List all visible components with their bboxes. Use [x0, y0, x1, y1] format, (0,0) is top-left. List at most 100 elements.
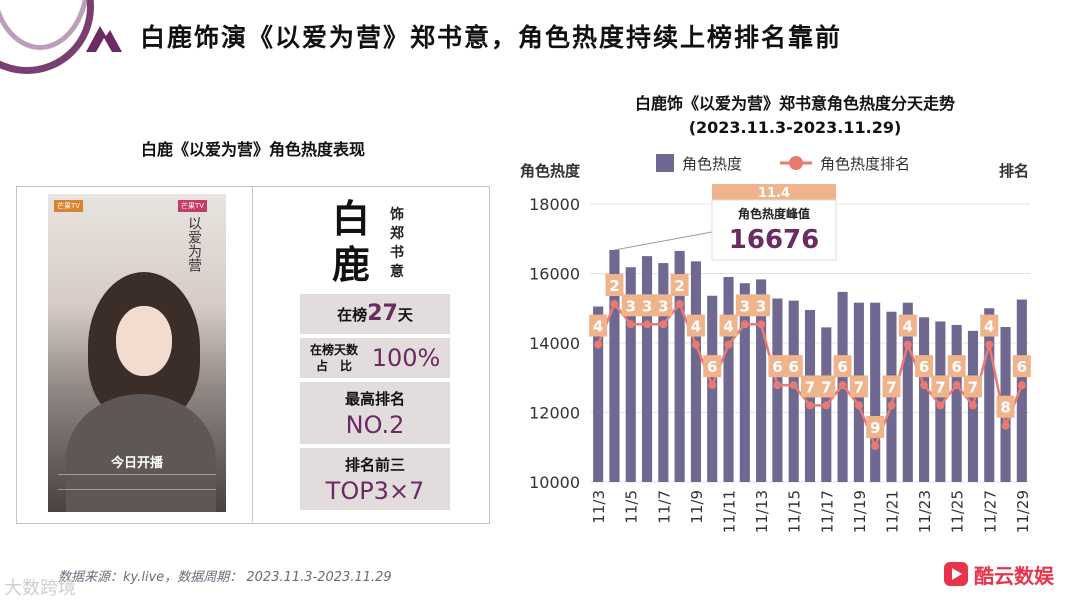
- best-rank-box: 最高排名 NO.2: [300, 382, 450, 444]
- brand-name: 酷云数娱: [974, 564, 1054, 588]
- rank-point: [691, 340, 700, 349]
- bar: [658, 263, 669, 482]
- chart-subtitle: (2023.11.3-2023.11.29): [688, 118, 902, 137]
- bar: [593, 306, 604, 482]
- y-tick-label: 14000: [529, 334, 580, 353]
- poster-caption: 今日开播: [110, 456, 163, 471]
- bar: [674, 250, 685, 482]
- bar: [609, 250, 620, 482]
- rank-label-box: [947, 355, 966, 378]
- top3-label: 排名前三: [344, 456, 405, 474]
- peak-date: 11.4: [758, 186, 790, 201]
- x-tick-label: 11/5: [623, 490, 641, 524]
- bar: [870, 302, 881, 482]
- days-label-post: 天: [397, 306, 413, 324]
- bar: [739, 283, 750, 482]
- days-ratio-value: 100%: [371, 344, 441, 372]
- top3-value: TOP3×7: [325, 477, 425, 505]
- peak-label: 角色热度峰值: [738, 206, 810, 221]
- x-tick-label: 11/29: [1014, 490, 1032, 533]
- rank-label-box: [735, 294, 754, 317]
- rank-label-box: [768, 355, 787, 378]
- poster-logo-right: 芒果TV: [178, 200, 208, 212]
- rank-label-box: [849, 375, 868, 398]
- poster-logo-left: 芒果TV: [54, 200, 84, 212]
- bar: [902, 302, 913, 482]
- bar: [984, 308, 995, 482]
- bar: [690, 261, 701, 482]
- x-tick-label: 11/11: [721, 490, 739, 533]
- legend-line-marker: [789, 156, 803, 170]
- rank-label-box: [980, 314, 999, 337]
- x-tick-label: 11/25: [949, 490, 967, 533]
- days-value: 27: [367, 301, 398, 326]
- peak-callout-box: [711, 199, 837, 261]
- poster-figure-face: [116, 306, 172, 376]
- x-tick-label: 11/19: [851, 490, 869, 533]
- rank-label-box: [898, 314, 917, 337]
- rank-label-box: [915, 355, 934, 378]
- rank-point: [789, 381, 798, 390]
- best-rank-label: 最高排名: [344, 390, 405, 408]
- y-axis-label: 角色热度: [520, 162, 581, 180]
- rank-label: 4: [593, 318, 603, 336]
- ratio-label-line1: 在榜天数: [309, 343, 358, 357]
- rank-point: [643, 320, 652, 329]
- rank-point: [903, 340, 912, 349]
- rank-label-box: [801, 375, 819, 398]
- watermark: 大数跨境: [4, 578, 76, 599]
- rank-label: 3: [658, 297, 668, 315]
- actor-name-char-1: 白: [332, 197, 371, 241]
- rank-point: [1001, 421, 1010, 430]
- chart-title: 白鹿饰《以爱为营》郑书意角色热度分天走势 (2023.11.3-2023.11.…: [540, 92, 1050, 140]
- rank-point: [806, 401, 814, 410]
- rank-label: 3: [642, 297, 652, 315]
- role-char: 书: [390, 245, 404, 261]
- rank-label-box: [996, 395, 1015, 418]
- rank-label-box: [589, 314, 608, 337]
- legend-line-label: 角色热度排名: [820, 155, 910, 173]
- rank-point: [854, 401, 863, 410]
- peak-value: 16676: [729, 225, 819, 255]
- drama-poster: 芒果TV 芒果TV 以爱为营 今日开播: [48, 194, 226, 512]
- bar: [772, 298, 783, 482]
- chart-title-line1: 白鹿饰《以爱为营》郑书意角色热度分天走势: [634, 94, 955, 113]
- x-tick-label: 11/9: [688, 490, 706, 524]
- rank-label-box: [963, 375, 982, 398]
- rank-label-box: [621, 294, 640, 317]
- x-tick-label: 11/23: [916, 490, 934, 533]
- rank-point: [773, 381, 782, 390]
- rank-label-box: [866, 416, 885, 438]
- left-section-title: 白鹿《以爱为营》角色热度表现: [140, 140, 365, 159]
- page-title: 白鹿饰演《以爱为营》郑书意，角色热度持续上榜排名靠前: [140, 23, 843, 52]
- rank-label: 7: [821, 378, 831, 396]
- rank-point: [968, 401, 977, 410]
- legend-bar-label: 角色热度: [682, 155, 742, 173]
- panel-divider: [252, 186, 253, 522]
- y-tick-label: 10000: [529, 473, 580, 492]
- role-char: 意: [390, 264, 404, 280]
- brand-logo: 酷云数娱: [944, 560, 1064, 588]
- rank-point: [887, 401, 896, 410]
- rank-label-box: [605, 274, 624, 296]
- bar: [625, 267, 636, 482]
- rank-label: 6: [837, 358, 847, 376]
- rank-label: 7: [886, 378, 896, 396]
- days-label-pre: 在榜: [337, 306, 368, 324]
- x-tick-label: 11/17: [818, 490, 836, 533]
- rank-point: [757, 320, 766, 329]
- x-tick-label: 11/15: [786, 490, 804, 533]
- y-tick-label: 12000: [529, 404, 580, 423]
- rank-point: [724, 340, 733, 349]
- rank-point: [985, 340, 994, 349]
- mountain-logo-icon: [86, 26, 122, 52]
- y-tick-label: 18000: [529, 195, 580, 214]
- rank-label: 6: [951, 358, 961, 376]
- rank-label: 3: [740, 297, 750, 315]
- x-tick-label: 11/27: [981, 490, 999, 533]
- bar: [788, 300, 799, 482]
- rank-label-box: [670, 274, 689, 296]
- bar: [951, 324, 962, 482]
- rank-label: 3: [756, 297, 766, 315]
